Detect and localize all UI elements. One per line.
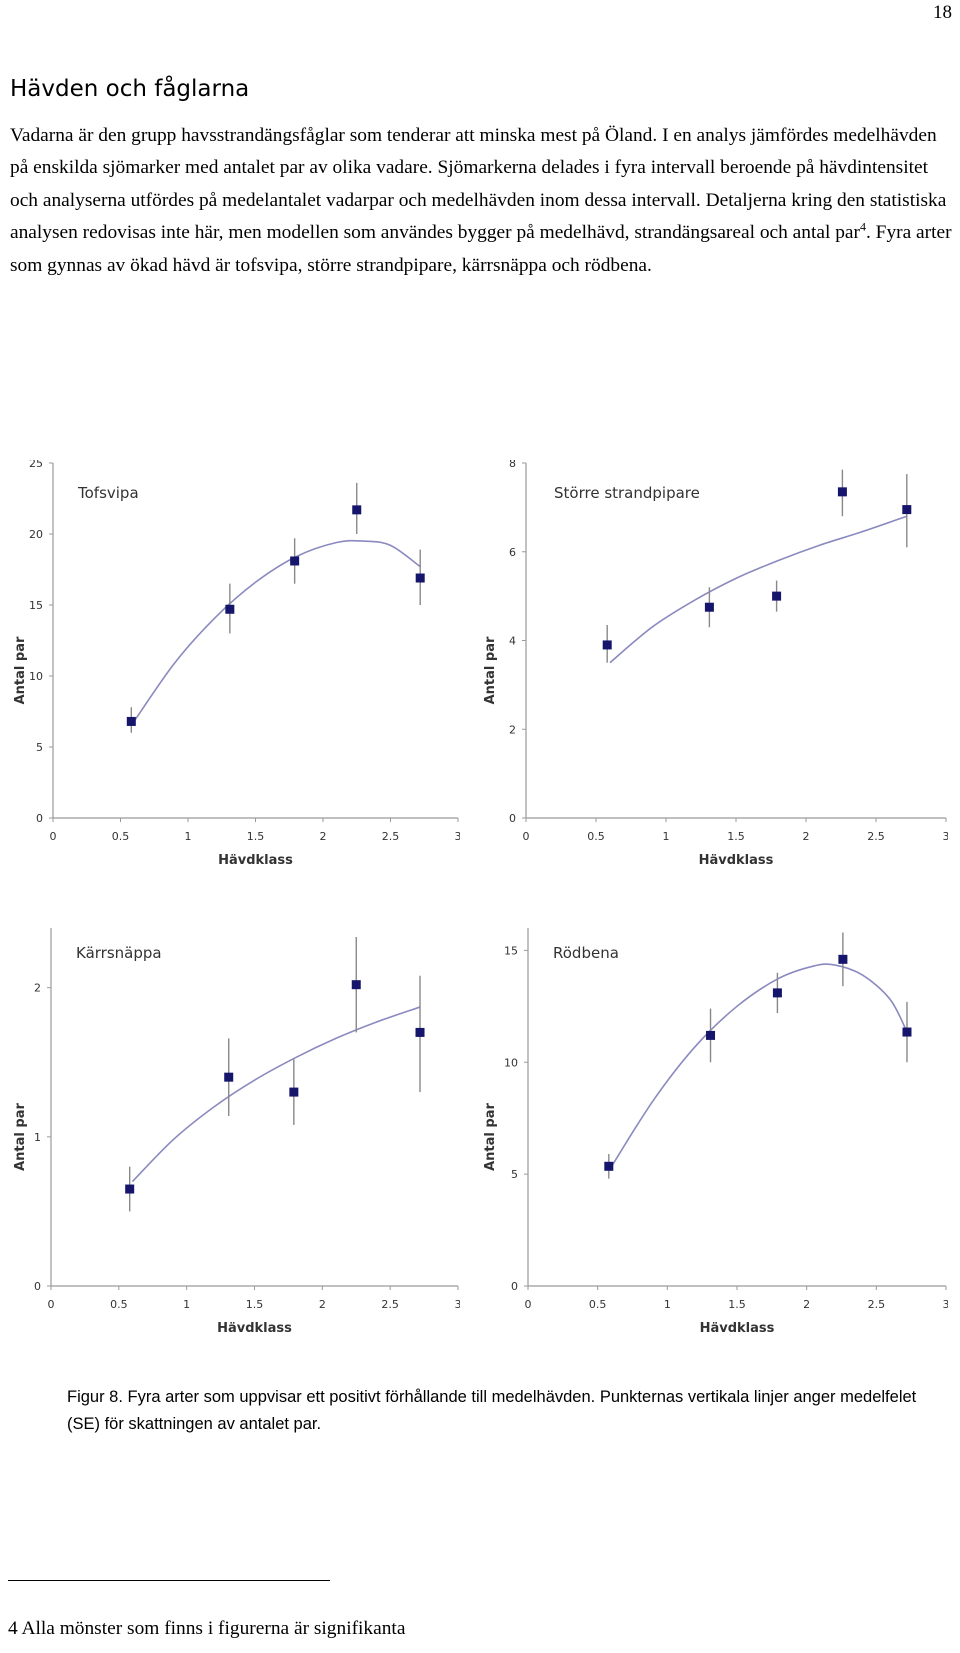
data-point	[604, 1161, 614, 1171]
chart-svg: 0 1 2 0 0.5 1 1.5 2 2.5 3 Hävdklass Antal par Kärrsn…	[13, 928, 461, 1336]
y-tick-label: 4	[509, 635, 516, 648]
x-axis-label: Hävdklass	[218, 853, 293, 868]
y-axis-label: Antal par	[13, 1103, 28, 1171]
x-tick-label: 1	[664, 1298, 671, 1311]
paragraph-part2: . Fyra arter som gynnas av ökad hävd är …	[10, 222, 952, 276]
data-point	[224, 1072, 234, 1082]
chart-title: Rödbena	[553, 944, 619, 962]
y-tick-label: 2	[34, 982, 41, 995]
data-point	[772, 988, 782, 998]
fit-curve	[133, 539, 421, 722]
data-point	[351, 980, 361, 990]
y-tick-label: 10	[504, 1056, 518, 1069]
x-tick-label: 2.5	[868, 1298, 886, 1311]
chart-title: Större strandpipare	[554, 484, 700, 502]
figure-caption: Figur 8. Fyra arter som uppvisar ett pos…	[67, 1388, 917, 1433]
x-tick-label: 1	[185, 830, 192, 843]
data-point	[225, 604, 235, 614]
chart-title: Kärrsnäppa	[76, 944, 162, 962]
y-tick-label: 5	[36, 741, 43, 754]
x-tick-label: 1.5	[246, 1298, 264, 1311]
data-point	[704, 602, 714, 612]
data-point	[352, 505, 362, 515]
x-axis-label: Hävdklass	[217, 1321, 292, 1336]
y-tick-label: 25	[29, 460, 43, 470]
x-tick-label: 0.5	[110, 1298, 128, 1311]
data-point	[902, 1027, 912, 1037]
y-tick-label: 15	[29, 599, 43, 612]
y-tick-label: 15	[504, 944, 518, 957]
x-tick-label: 1	[663, 830, 670, 843]
x-tick-label: 0.5	[587, 830, 605, 843]
data-point	[902, 505, 912, 515]
y-tick-label: 0	[509, 812, 516, 825]
chart-tofsvipa: 0 5 10 15 20 25 0 0.5 1 1.5 2 2.5 3 Hävdklass Antal pa…	[8, 460, 460, 900]
x-tick-label: 3	[943, 1298, 949, 1311]
x-tick-label: 1.5	[728, 1298, 746, 1311]
footnote-rule	[8, 1580, 330, 1581]
data-point	[772, 591, 782, 601]
y-tick-label: 6	[509, 546, 516, 559]
paragraph-part1: Vadarna är den grupp havsstrandängsfågla…	[10, 125, 947, 244]
x-tick-label: 0.5	[112, 830, 130, 843]
x-tick-label: 2	[320, 830, 327, 843]
x-tick-label: 3	[943, 830, 949, 843]
x-tick-label: 1.5	[247, 830, 265, 843]
y-axis-label: Antal par	[483, 1103, 498, 1171]
x-tick-label: 0.5	[589, 1298, 607, 1311]
data-point	[602, 640, 612, 650]
chart-svg: 0 5 10 15 0 0.5 1 1.5 2 2.5 3 Hävdklass Antal par Röd…	[483, 928, 949, 1336]
chart-svg: 0 2 4 6 8 0 0.5 1 1.5 2 2.5 3 Hävdklass Antal par Stör…	[483, 460, 949, 868]
chart-svg: 0 5 10 15 20 25 0 0.5 1 1.5 2 2.5 3 Hävdklass Antal pa…	[13, 460, 461, 868]
footnote-ref: 4	[859, 219, 866, 234]
data-point	[415, 573, 425, 583]
y-tick-label: 5	[511, 1168, 518, 1181]
x-tick-label: 2.5	[381, 1298, 399, 1311]
chart-storre-strandpipare: 0 2 4 6 8 0 0.5 1 1.5 2 2.5 3 Hävdklass Antal par Stör…	[478, 460, 948, 900]
chart-rodbena: 0 5 10 15 0 0.5 1 1.5 2 2.5 3 Hävdklass Antal par Röd…	[478, 926, 948, 1366]
x-tick-label: 0	[48, 1298, 55, 1311]
body-paragraph: Vadarna är den grupp havsstrandängsfågla…	[10, 120, 955, 282]
chart-title: Tofsvipa	[77, 484, 139, 502]
data-point	[289, 1087, 299, 1097]
y-tick-label: 0	[511, 1280, 518, 1293]
chart-karrsnappa: 0 1 2 0 0.5 1 1.5 2 2.5 3 Hävdklass Antal par Kärrsn…	[8, 926, 460, 1366]
y-tick-label: 20	[29, 528, 43, 541]
x-tick-label: 2.5	[867, 830, 885, 843]
y-tick-label: 0	[36, 812, 43, 825]
page-number: 18	[933, 2, 952, 23]
y-axis-label: Antal par	[483, 636, 498, 704]
x-tick-label: 2	[803, 830, 810, 843]
x-tick-label: 2	[319, 1298, 326, 1311]
x-tick-label: 1	[183, 1298, 190, 1311]
fit-curve	[131, 1006, 421, 1183]
y-tick-label: 10	[29, 670, 43, 683]
x-tick-label: 0	[523, 830, 530, 843]
x-tick-label: 0	[525, 1298, 532, 1311]
footnote: 4 Alla mönster som finns i figurerna är …	[8, 1618, 406, 1639]
y-axis-label: Antal par	[13, 636, 28, 704]
data-point	[837, 487, 847, 497]
data-point	[706, 1030, 716, 1040]
fit-curve	[610, 963, 908, 1167]
y-tick-label: 8	[509, 460, 516, 470]
x-tick-label: 1.5	[727, 830, 745, 843]
data-point	[415, 1027, 425, 1037]
y-tick-label: 2	[509, 723, 516, 736]
x-tick-label: 3	[455, 1298, 461, 1311]
fit-curve	[609, 515, 908, 664]
x-axis-label: Hävdklass	[700, 1321, 775, 1336]
x-tick-label: 0	[50, 830, 57, 843]
x-tick-label: 2.5	[382, 830, 400, 843]
data-point	[125, 1184, 135, 1194]
y-tick-label: 1	[34, 1131, 41, 1144]
section-heading: Hävden och fåglarna	[10, 76, 250, 102]
data-point	[126, 716, 136, 726]
data-point	[290, 556, 300, 566]
x-axis-label: Hävdklass	[699, 853, 774, 868]
data-point	[838, 954, 848, 964]
x-tick-label: 3	[455, 830, 461, 843]
y-tick-label: 0	[34, 1280, 41, 1293]
x-tick-label: 2	[803, 1298, 810, 1311]
